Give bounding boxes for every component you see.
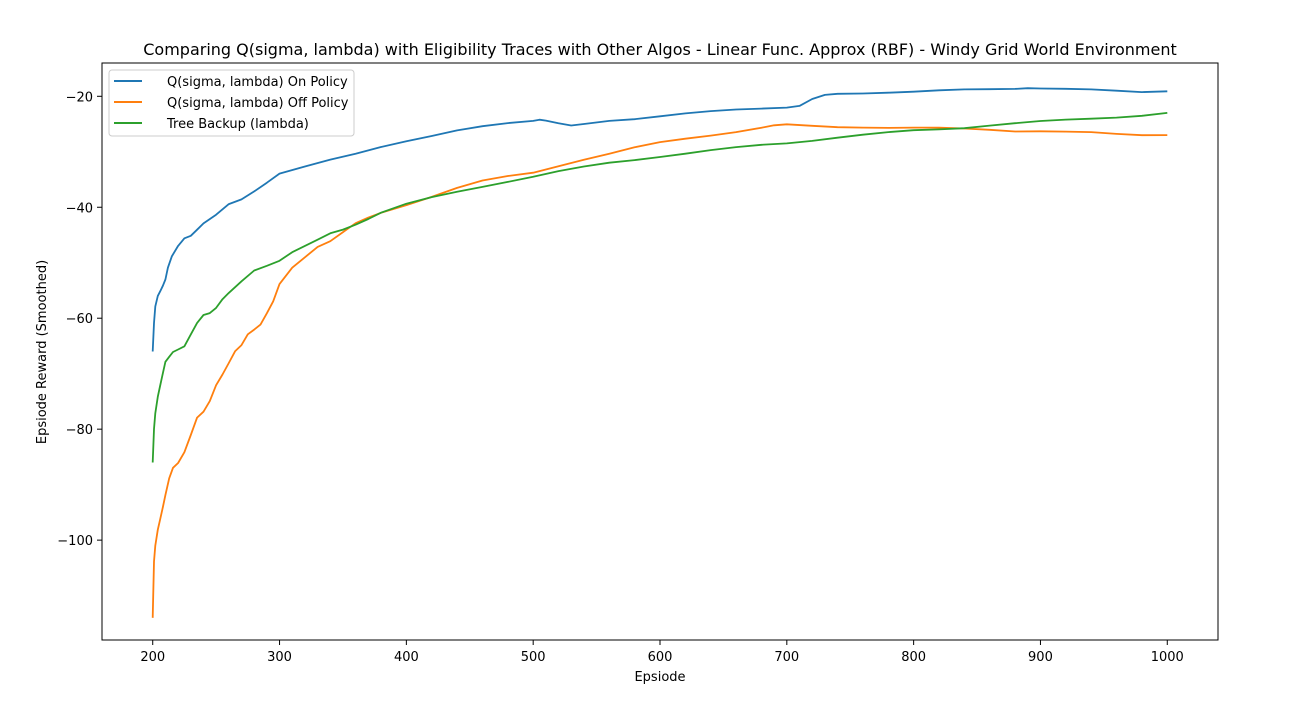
series-line-1 [151,87,1168,352]
y-axis: −100 −80 −60 −40 −20 [57,90,102,549]
x-tick-label: 600 [648,650,673,665]
legend: Q(sigma, lambda) On Policy Q(sigma, lambd… [108,69,355,137]
x-tick-label: 200 [140,650,165,665]
x-tick-label: 400 [394,650,419,665]
y-tick-label: −100 [57,534,93,549]
y-tick-label: −60 [66,312,93,327]
plot-area [101,62,1219,641]
y-axis-label: Epsiode Reward (Smoothed) [35,260,50,444]
x-tick-label: 1000 [1151,650,1184,665]
legend-label: Q(sigma, lambda) On Policy [167,75,348,90]
legend-items: Q(sigma, lambda) On Policy Q(sigma, lambd… [114,75,349,132]
axes-frame [101,62,1219,641]
x-axis: 200 300 400 500 600 700 800 900 1000 [140,640,1184,665]
series-line-3 [151,112,1168,463]
x-tick-label: 700 [774,650,799,665]
x-tick-label: 300 [267,650,292,665]
x-axis-label: Epsiode [634,670,685,685]
legend-frame [108,69,355,137]
y-tick-label: −40 [66,201,93,216]
y-tick-label: −80 [66,423,93,438]
series-layer [151,87,1168,618]
legend-label: Q(sigma, lambda) Off Policy [167,96,349,111]
chart-title: Comparing Q(sigma, lambda) with Eligibil… [143,40,1177,59]
x-tick-label: 500 [521,650,546,665]
x-tick-label: 900 [1028,650,1053,665]
x-tick-label: 800 [901,650,926,665]
y-tick-label: −20 [66,90,93,105]
legend-label: Tree Backup (lambda) [166,117,309,132]
